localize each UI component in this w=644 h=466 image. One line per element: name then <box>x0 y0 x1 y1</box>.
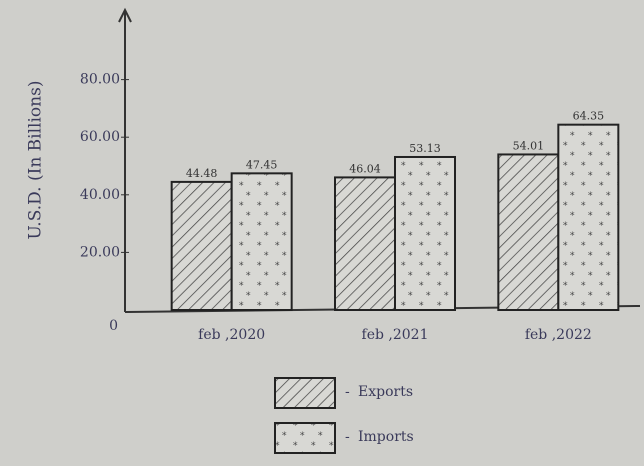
x-tick-label: feb ,2021 <box>362 327 429 343</box>
y-axis-label: U.S.D. (In Billions) <box>26 81 46 240</box>
value-label: 46.04 <box>349 162 381 175</box>
y-axis-arrow <box>118 7 132 23</box>
legend-dash: - <box>345 384 350 400</box>
value-label: 53.13 <box>409 142 441 155</box>
value-label: 54.01 <box>513 139 545 152</box>
x-tick-label: feb ,2022 <box>525 327 592 343</box>
legend-swatch <box>274 377 336 409</box>
y-tick-label: 0 <box>109 318 118 334</box>
bar <box>557 123 620 311</box>
bar <box>230 172 293 311</box>
legend-label: Imports <box>358 429 414 445</box>
y-tick-label: 20.00 <box>80 244 120 260</box>
legend-label: Exports <box>358 384 413 400</box>
bar <box>334 176 396 311</box>
y-tick-label: 60.00 <box>80 129 120 145</box>
legend: - Exports - Imports <box>274 377 414 454</box>
legend-swatch <box>274 422 336 454</box>
value-label: 44.48 <box>186 167 218 180</box>
bar <box>170 180 233 311</box>
legend-dash: - <box>345 429 350 445</box>
x-tick-label: feb ,2020 <box>198 327 265 343</box>
y-tick-label: 40.00 <box>80 187 120 203</box>
value-label: 64.35 <box>573 110 605 123</box>
value-label: 47.45 <box>246 158 278 171</box>
y-tick-label: 80.00 <box>80 72 120 88</box>
bar <box>497 153 560 311</box>
bar <box>394 155 456 311</box>
